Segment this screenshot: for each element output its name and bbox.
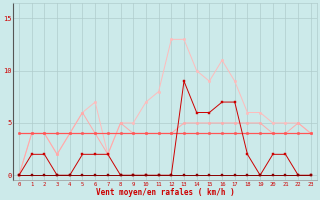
X-axis label: Vent moyen/en rafales ( km/h ): Vent moyen/en rafales ( km/h ) (96, 188, 234, 197)
